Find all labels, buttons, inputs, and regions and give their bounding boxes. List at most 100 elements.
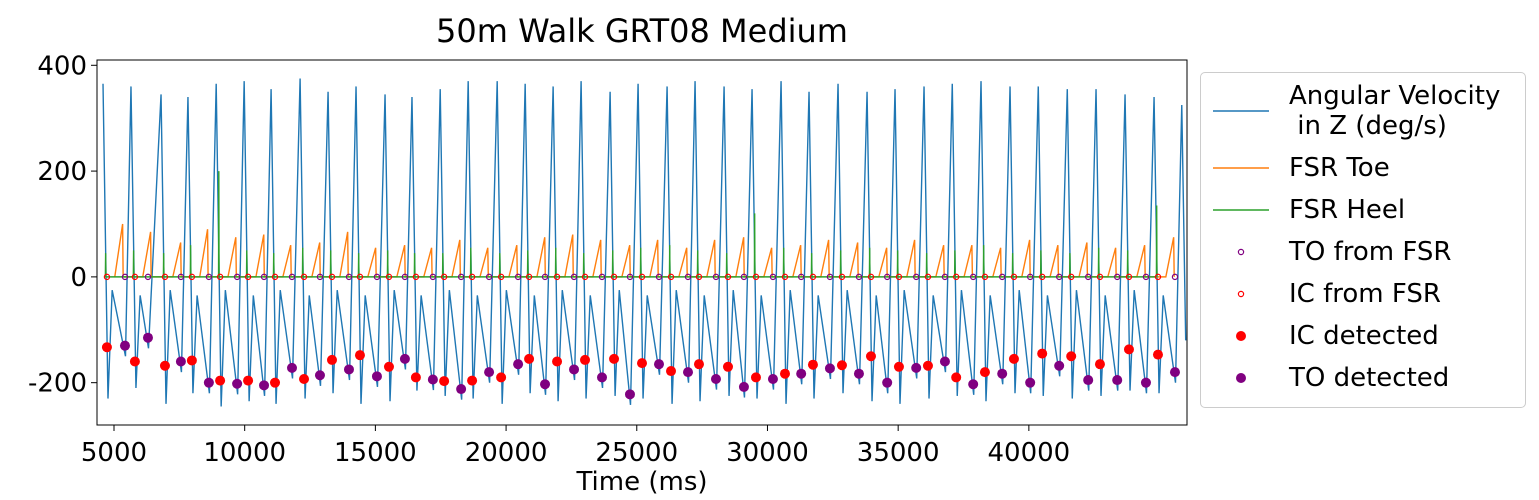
marker [951,372,962,383]
marker [724,273,732,281]
legend-label: IC from FSR [1289,279,1441,309]
marker [326,354,337,365]
marker [1055,273,1063,281]
marker [667,273,675,281]
marker [941,273,949,281]
marker [552,356,563,367]
marker [912,273,920,281]
marker [684,273,692,281]
marker [1140,377,1151,388]
legend-swatch [1213,209,1269,211]
marker [865,351,876,362]
marker [853,368,864,379]
marker [345,273,353,281]
legend-label: TO from FSR [1289,237,1452,267]
marker [468,273,476,281]
marker [952,273,960,281]
y-tick-label: -200 [28,369,87,399]
marker [712,273,720,281]
marker [968,379,979,390]
legend-swatch [1213,167,1269,169]
marker [1068,273,1075,281]
marker [653,359,664,370]
marker [826,273,834,281]
legend-label: TO detected [1289,363,1450,393]
marker [101,342,112,353]
marker [215,375,226,386]
marker [580,354,591,365]
x-tick-label: 40000 [987,438,1070,468]
marker [188,273,196,281]
marker [233,273,241,281]
marker [1066,351,1077,362]
marker [186,355,197,366]
marker [496,372,507,383]
marker [693,359,704,370]
marker [412,273,420,281]
marker [121,273,129,281]
marker [581,273,589,281]
legend-swatch [1237,248,1245,256]
marker [288,273,296,281]
marker [1083,375,1094,386]
legend-label: FSR Toe [1289,153,1390,183]
marker [979,367,990,378]
marker [998,273,1006,281]
marker [1171,273,1179,281]
x-tick-label: 15000 [334,438,417,468]
marker [314,370,325,381]
marker [1054,360,1065,371]
marker [655,273,663,281]
legend-marker [1237,290,1245,298]
marker [553,273,561,281]
marker [779,368,790,379]
legend-entry: FSR Heel [1201,195,1525,225]
marker [271,273,279,281]
marker [286,362,297,373]
marker [824,363,835,374]
legend-entry: Angular Velocity in Z (deg/s) [1201,81,1525,141]
marker [129,356,140,367]
marker [232,378,243,389]
marker [767,373,778,384]
marker [867,273,875,281]
marker [203,377,214,388]
marker [260,273,268,281]
marker [638,273,646,281]
marker [399,353,410,364]
legend-label: IC detected [1289,321,1439,351]
marker [243,375,254,386]
marker [144,273,152,281]
marker [1037,348,1048,359]
marker [924,273,932,281]
marker [1094,359,1105,370]
marker [485,273,493,281]
marker [1123,344,1134,355]
marker [569,364,580,375]
marker [299,373,310,384]
marker [1010,273,1018,281]
marker [1152,349,1163,360]
marker [895,273,903,281]
x-tick-label: 20000 [465,438,548,468]
x-tick-label: 25000 [595,438,678,468]
legend-entry: IC from FSR [1201,279,1525,309]
x-tick-label: 35000 [857,438,940,468]
marker [1038,273,1046,281]
marker [855,273,863,281]
marker [1026,273,1034,281]
marker [328,273,336,281]
legend-marker [1236,373,1246,383]
marker [373,273,381,281]
legend-swatch [1213,110,1269,112]
marker [525,273,533,281]
marker [939,356,950,367]
legend-entry: TO detected [1201,363,1525,393]
marker [216,273,224,281]
marker [410,372,421,383]
marker [710,373,721,384]
marker [740,273,748,281]
marker [781,273,789,281]
marker [738,381,749,392]
x-tick-label: 5000 [81,438,147,468]
